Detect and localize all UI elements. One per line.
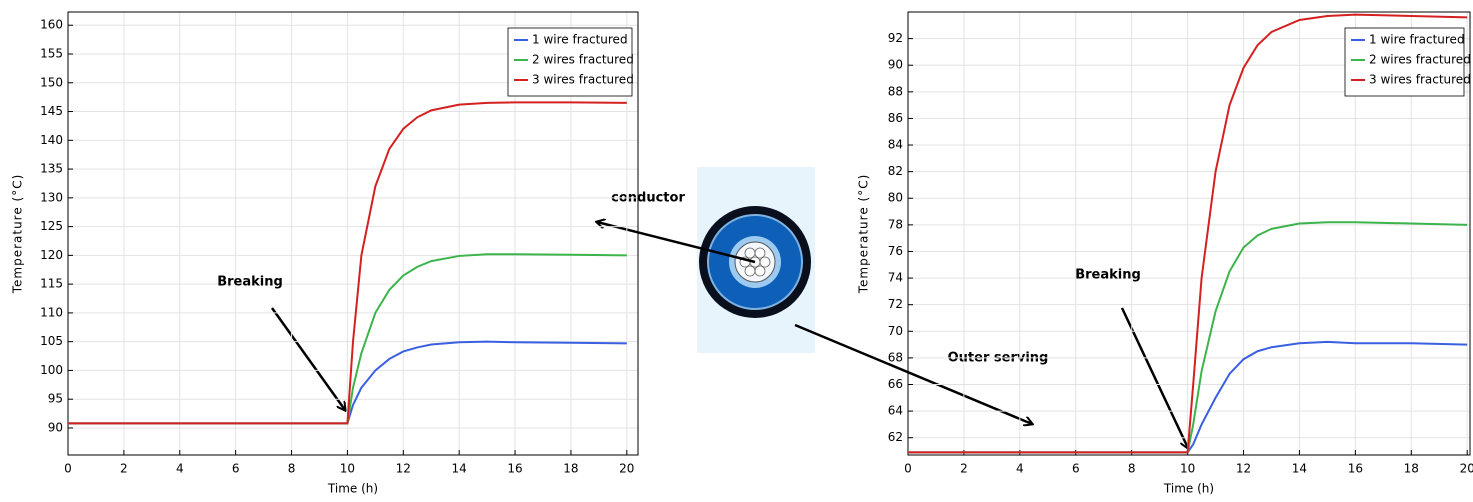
x-tick-label: 12	[396, 462, 411, 476]
x-tick-label: 10	[1180, 462, 1195, 476]
y-tick-label: 110	[40, 305, 63, 319]
y-tick-label: 140	[40, 133, 63, 147]
annotation: Breaking	[1075, 268, 1141, 283]
x-tick-label: 2	[960, 462, 968, 476]
legend-label: 3 wires fractured	[532, 73, 634, 87]
x-tick-label: 4	[176, 462, 184, 476]
y-tick-label: 78	[888, 217, 903, 231]
legend-label: 2 wires fractured	[1369, 53, 1471, 67]
legend-label: 2 wires fractured	[532, 53, 634, 67]
y-tick-label: 160	[40, 18, 63, 32]
line	[908, 13, 1468, 454]
y-tick-label: 66	[888, 377, 903, 391]
annotation: Breaking	[217, 275, 283, 290]
x-tick-label: 0	[64, 462, 72, 476]
x-tick-label: 2	[120, 462, 128, 476]
y-tick-label: 88	[888, 84, 903, 98]
x-tick-label: 20	[619, 462, 634, 476]
y-tick-label: 82	[888, 164, 903, 178]
y-tick-label: 150	[40, 75, 63, 89]
line	[68, 340, 627, 425]
y-tick-label: 125	[40, 219, 63, 233]
y-tick-label: 64	[888, 404, 903, 418]
x-axis-title: Time (h)	[327, 482, 378, 496]
y-tick-label: 115	[40, 277, 63, 291]
x-tick-label: 8	[288, 462, 296, 476]
y-tick-label: 74	[888, 271, 903, 285]
y-tick-label: 105	[40, 334, 63, 348]
plot-frame	[907, 11, 1471, 456]
line	[908, 221, 1468, 454]
x-tick-label: 6	[1072, 462, 1080, 476]
y-tick-label: 62	[888, 430, 903, 444]
y-tick-label: 145	[40, 104, 63, 118]
y-tick-label: 90	[888, 58, 903, 72]
y-tick-label: 90	[48, 420, 63, 434]
y-tick-label: 155	[40, 46, 63, 60]
x-tick-label: 12	[1236, 462, 1251, 476]
x-tick-label: 6	[232, 462, 240, 476]
y-tick-label: 100	[40, 363, 63, 377]
y-tick-label: 72	[888, 297, 903, 311]
y-tick-label: 68	[888, 350, 903, 364]
legend-label: 1 wire fractured	[1369, 33, 1465, 47]
x-tick-label: 4	[1016, 462, 1024, 476]
x-tick-label: 20	[1460, 462, 1473, 476]
line	[68, 253, 627, 425]
x-axis-title: Time (h)	[1163, 482, 1214, 496]
y-tick-label: 86	[888, 111, 903, 125]
plot-frame	[67, 11, 639, 456]
y-axis-title: Temperature (°C)	[11, 174, 25, 295]
y-tick-label: 92	[888, 31, 903, 45]
y-tick-label: 84	[888, 138, 903, 152]
x-tick-label: 8	[1128, 462, 1136, 476]
x-tick-label: 16	[1348, 462, 1363, 476]
y-tick-label: 76	[888, 244, 903, 258]
x-tick-label: 16	[507, 462, 522, 476]
legend-label: 3 wires fractured	[1369, 73, 1471, 87]
x-tick-label: 18	[1404, 462, 1419, 476]
line	[68, 101, 627, 425]
annotation: conductor	[611, 191, 685, 206]
y-tick-label: 120	[40, 248, 63, 262]
y-tick-label: 95	[48, 392, 63, 406]
x-tick-label: 0	[904, 462, 912, 476]
y-axis-title: Temperature (°C)	[857, 174, 871, 295]
x-tick-label: 14	[1292, 462, 1307, 476]
line	[908, 340, 1468, 454]
y-tick-label: 70	[888, 324, 903, 338]
legend-box	[507, 27, 633, 97]
y-tick-label: 135	[40, 162, 63, 176]
x-tick-label: 10	[340, 462, 355, 476]
y-tick-label: 130	[40, 190, 63, 204]
x-tick-label: 14	[452, 462, 467, 476]
y-tick-label: 80	[888, 191, 903, 205]
legend-label: 1 wire fractured	[532, 33, 628, 47]
x-tick-label: 18	[563, 462, 578, 476]
